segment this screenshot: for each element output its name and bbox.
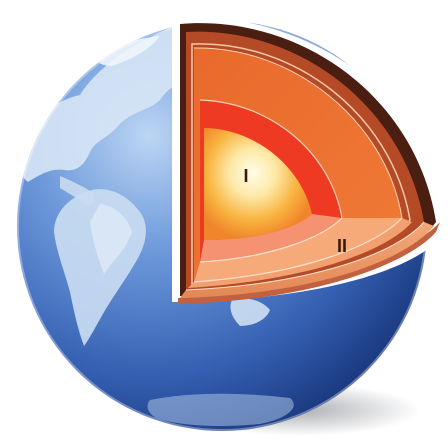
cut-floor-plane xyxy=(180,222,434,298)
layer-inner-core xyxy=(204,128,312,240)
cut-floor-base xyxy=(178,222,440,304)
continent-africa-edge xyxy=(230,298,270,326)
continent-greenland xyxy=(96,36,160,66)
continent-antarctica-edge xyxy=(147,393,294,426)
cutaway-wedge xyxy=(172,17,448,304)
label-outer-core: II xyxy=(337,236,347,256)
label-inner-core: I xyxy=(243,166,248,186)
continent-north-america xyxy=(17,21,206,182)
